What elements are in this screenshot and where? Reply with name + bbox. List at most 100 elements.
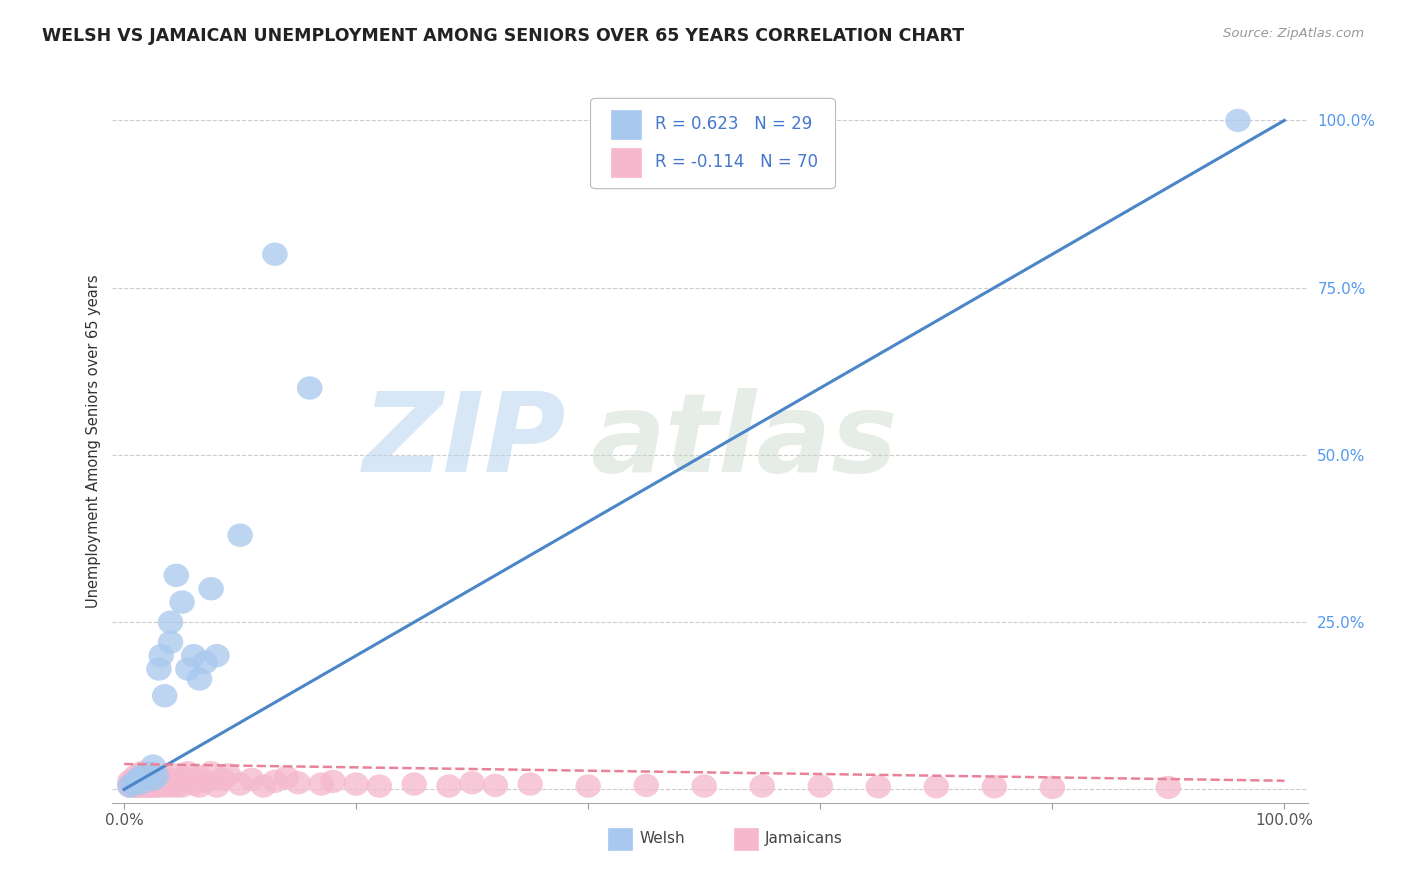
- Ellipse shape: [129, 761, 155, 784]
- Ellipse shape: [132, 774, 157, 797]
- Text: Jamaicans: Jamaicans: [765, 831, 842, 847]
- Ellipse shape: [157, 770, 183, 793]
- Ellipse shape: [152, 774, 177, 797]
- Ellipse shape: [157, 631, 183, 654]
- Ellipse shape: [129, 764, 155, 788]
- Ellipse shape: [120, 772, 145, 796]
- Ellipse shape: [308, 772, 335, 796]
- Ellipse shape: [204, 644, 229, 667]
- Text: ZIP: ZIP: [363, 388, 567, 495]
- Bar: [609, 828, 633, 850]
- Ellipse shape: [209, 768, 235, 791]
- Ellipse shape: [122, 764, 149, 788]
- Ellipse shape: [1039, 776, 1066, 799]
- Ellipse shape: [262, 770, 288, 793]
- Ellipse shape: [136, 768, 162, 791]
- Ellipse shape: [181, 644, 207, 667]
- Text: Source: ZipAtlas.com: Source: ZipAtlas.com: [1223, 27, 1364, 40]
- Ellipse shape: [262, 243, 288, 266]
- Ellipse shape: [135, 771, 160, 795]
- Bar: [610, 110, 641, 138]
- Ellipse shape: [187, 765, 212, 789]
- Ellipse shape: [460, 771, 485, 795]
- Ellipse shape: [122, 771, 149, 795]
- Ellipse shape: [141, 774, 166, 797]
- Ellipse shape: [129, 771, 155, 795]
- Ellipse shape: [321, 770, 346, 793]
- Ellipse shape: [117, 774, 142, 797]
- Ellipse shape: [274, 765, 299, 789]
- Ellipse shape: [575, 774, 600, 797]
- Ellipse shape: [146, 768, 172, 791]
- Text: R = -0.114   N = 70: R = -0.114 N = 70: [655, 153, 818, 171]
- Ellipse shape: [143, 764, 169, 788]
- Ellipse shape: [239, 768, 264, 791]
- Ellipse shape: [121, 772, 146, 796]
- Ellipse shape: [436, 774, 461, 797]
- Ellipse shape: [125, 768, 150, 791]
- Ellipse shape: [132, 768, 157, 791]
- Ellipse shape: [141, 755, 166, 778]
- Ellipse shape: [228, 524, 253, 547]
- Ellipse shape: [129, 771, 155, 795]
- Ellipse shape: [250, 774, 276, 797]
- Ellipse shape: [181, 772, 207, 796]
- Ellipse shape: [401, 772, 427, 796]
- Ellipse shape: [146, 774, 172, 797]
- Ellipse shape: [152, 765, 177, 789]
- Y-axis label: Unemployment Among Seniors over 65 years: Unemployment Among Seniors over 65 years: [86, 275, 101, 608]
- Ellipse shape: [122, 774, 149, 797]
- Ellipse shape: [167, 768, 193, 791]
- Text: R = 0.623   N = 29: R = 0.623 N = 29: [655, 115, 813, 133]
- Ellipse shape: [228, 772, 253, 796]
- Ellipse shape: [135, 774, 160, 797]
- Ellipse shape: [1225, 109, 1251, 132]
- Ellipse shape: [163, 564, 188, 587]
- Ellipse shape: [924, 775, 949, 798]
- Ellipse shape: [807, 774, 832, 797]
- Ellipse shape: [125, 774, 150, 797]
- Ellipse shape: [193, 770, 218, 793]
- Ellipse shape: [517, 772, 543, 796]
- Ellipse shape: [176, 657, 201, 681]
- Ellipse shape: [121, 774, 146, 797]
- Ellipse shape: [187, 667, 212, 690]
- Ellipse shape: [187, 774, 212, 797]
- Ellipse shape: [215, 763, 242, 787]
- Ellipse shape: [143, 774, 169, 797]
- Ellipse shape: [367, 774, 392, 797]
- Ellipse shape: [163, 774, 188, 797]
- Ellipse shape: [169, 774, 195, 797]
- Ellipse shape: [482, 773, 508, 797]
- Ellipse shape: [125, 768, 150, 791]
- Ellipse shape: [198, 577, 224, 600]
- Ellipse shape: [176, 761, 201, 784]
- Ellipse shape: [157, 774, 183, 797]
- Ellipse shape: [343, 772, 368, 796]
- Ellipse shape: [132, 765, 157, 789]
- Ellipse shape: [692, 774, 717, 797]
- Text: WELSH VS JAMAICAN UNEMPLOYMENT AMONG SENIORS OVER 65 YEARS CORRELATION CHART: WELSH VS JAMAICAN UNEMPLOYMENT AMONG SEN…: [42, 27, 965, 45]
- Ellipse shape: [157, 610, 183, 634]
- Ellipse shape: [135, 764, 160, 788]
- Ellipse shape: [193, 650, 218, 674]
- Text: Welsh: Welsh: [640, 831, 685, 847]
- Ellipse shape: [160, 763, 186, 787]
- Ellipse shape: [204, 774, 229, 797]
- Ellipse shape: [136, 774, 162, 797]
- Ellipse shape: [117, 770, 142, 793]
- Ellipse shape: [149, 772, 174, 796]
- Ellipse shape: [136, 761, 162, 784]
- FancyBboxPatch shape: [591, 98, 835, 189]
- Ellipse shape: [749, 774, 775, 797]
- Ellipse shape: [146, 657, 172, 681]
- Ellipse shape: [117, 774, 142, 797]
- Ellipse shape: [285, 771, 311, 795]
- Ellipse shape: [198, 761, 224, 784]
- Ellipse shape: [169, 591, 195, 614]
- Ellipse shape: [981, 775, 1007, 798]
- Ellipse shape: [634, 773, 659, 797]
- Ellipse shape: [141, 768, 166, 791]
- Ellipse shape: [866, 775, 891, 798]
- Ellipse shape: [297, 376, 322, 400]
